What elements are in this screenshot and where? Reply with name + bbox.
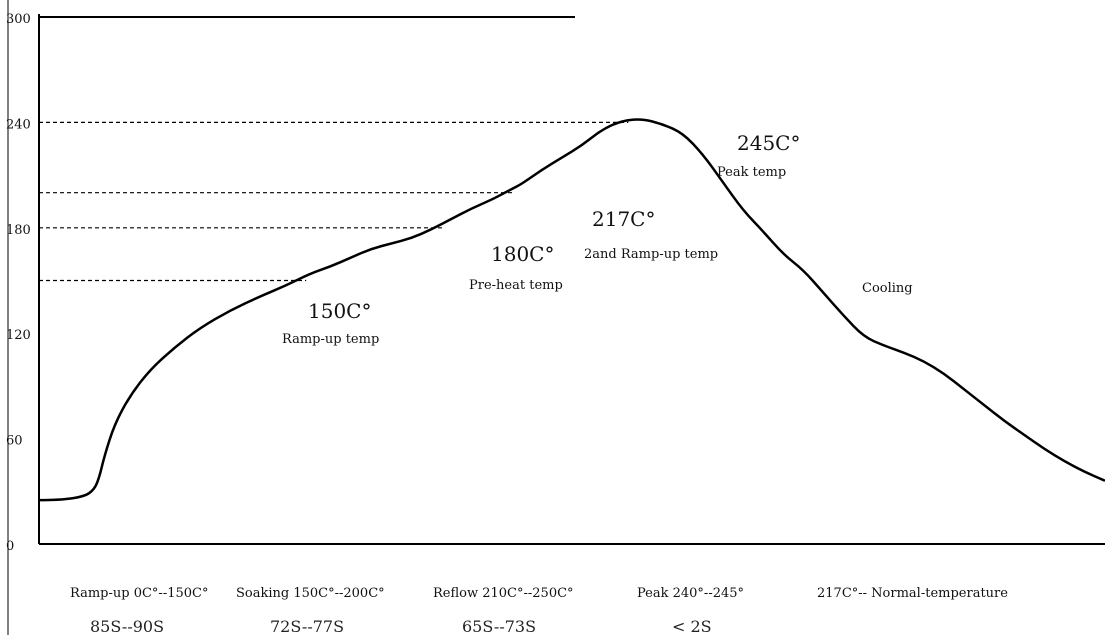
y-tick-label: 60 (6, 434, 23, 449)
y-tick-label: 300 (6, 12, 31, 27)
annotation-caption: 2and Ramp-up temp (584, 247, 718, 262)
y-tick-labels: 0 60 120 180 240 300 (6, 12, 31, 554)
annotation-caption: Pre-heat temp (469, 278, 563, 293)
temperature-profile-line (38, 118, 1105, 502)
y-tick-label: 240 (6, 117, 31, 132)
phase-label: Peak 240°--245° (637, 586, 744, 601)
series (38, 118, 1105, 502)
annotation-caption: Ramp-up temp (282, 332, 379, 347)
phase-labels: Ramp-up 0C°--150C° 85S--90S Soaking 150C°-… (70, 586, 1008, 635)
y-tick-label: 0 (6, 539, 14, 554)
y-tick-label: 180 (6, 223, 31, 238)
phase-duration: < 2S (672, 617, 712, 635)
phase-label: Reflow 210C°--250C° (433, 586, 574, 601)
phase-label: Ramp-up 0C°--150C° (70, 586, 208, 601)
phase-duration: 85S--90S (90, 617, 164, 635)
reference-lines (39, 121, 629, 282)
phase-label: 217C°-- Normal-temperature (817, 586, 1008, 601)
phase-duration: 72S--77S (270, 617, 344, 635)
phase-label: Soaking 150C°--200C° (236, 586, 385, 601)
annotation-value: 217C° (592, 207, 655, 231)
annotation-value: 245C° (737, 131, 800, 155)
annotation-value: 180C° (491, 242, 554, 266)
annotation-value: 150C° (308, 299, 371, 323)
axes (7, 0, 1105, 635)
phase-duration: 65S--73S (462, 617, 536, 635)
annotation-caption: Peak temp (717, 165, 786, 180)
annotations: 150C° Ramp-up temp 180C° Pre-heat temp 217C°… (282, 131, 913, 347)
y-tick-label: 120 (6, 328, 31, 343)
annotation-caption: Cooling (862, 281, 913, 296)
